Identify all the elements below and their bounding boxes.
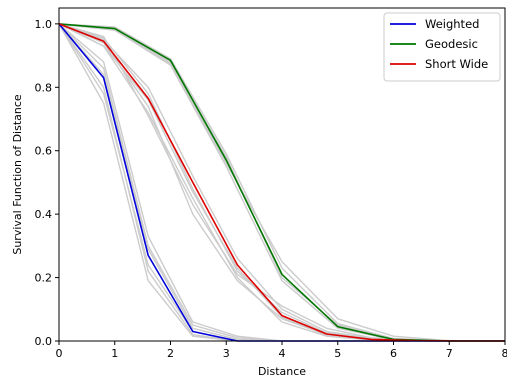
y-axis-label: Survival Function of Distance xyxy=(11,94,24,255)
y-axis-ticks: 0.0 0.2 0.4 0.6 0.8 1.0 xyxy=(35,18,59,348)
legend-label-geodesic: Geodesic xyxy=(425,37,478,51)
x-tick-label: 2 xyxy=(167,347,174,360)
x-tick-label: 4 xyxy=(279,347,286,360)
x-tick-label: 7 xyxy=(446,347,453,360)
x-axis-label: Distance xyxy=(258,365,306,378)
x-tick-label: 0 xyxy=(56,347,63,360)
legend-label-short-wide: Short Wide xyxy=(425,57,488,71)
x-tick-label: 3 xyxy=(223,347,230,360)
x-axis-ticks: 0 1 2 3 4 5 6 7 8 xyxy=(56,341,507,360)
x-tick-label: 1 xyxy=(111,347,118,360)
legend-label-weighted: Weighted xyxy=(425,17,479,31)
y-tick-label: 0.4 xyxy=(35,208,53,221)
x-tick-label: 6 xyxy=(390,347,397,360)
legend: Weighted Geodesic Short Wide xyxy=(383,12,501,82)
y-tick-label: 0.2 xyxy=(35,272,53,285)
y-tick-label: 0.8 xyxy=(35,81,53,94)
x-tick-label: 5 xyxy=(334,347,341,360)
x-tick-label: 8 xyxy=(502,347,507,360)
y-tick-label: 0.6 xyxy=(35,145,53,158)
y-tick-label: 0.0 xyxy=(35,335,53,348)
y-tick-label: 1.0 xyxy=(35,18,53,31)
